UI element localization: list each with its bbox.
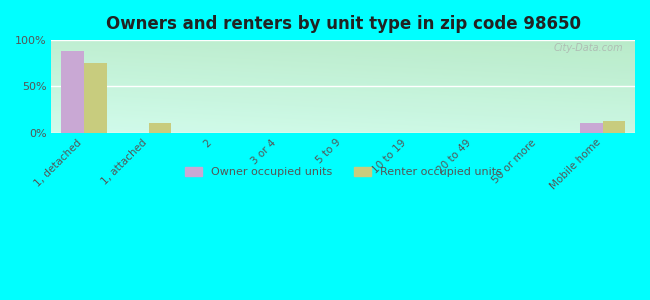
Bar (603, 122, 625, 133)
Text: City-Data.com: City-Data.com (554, 43, 623, 53)
Title: Owners and renters by unit type in zip code 98650: Owners and renters by unit type in zip c… (106, 15, 580, 33)
Bar (84, 63, 107, 133)
Bar (149, 123, 172, 133)
Bar (580, 123, 603, 133)
Legend: Owner occupied units, Renter occupied units: Owner occupied units, Renter occupied un… (182, 163, 505, 181)
Bar (61, 51, 84, 133)
